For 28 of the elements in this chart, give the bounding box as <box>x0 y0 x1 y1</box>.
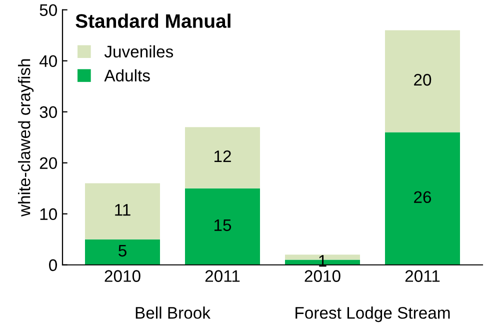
x-tick-label: 2011 <box>405 270 440 282</box>
data-label: 12 <box>214 150 231 162</box>
y-tick-label: 0 <box>49 259 57 272</box>
y-tick-label: 10 <box>40 208 57 220</box>
x-tick-label: 2011 <box>205 270 240 282</box>
text: Forest Lodge Stream <box>296 306 450 322</box>
y-tick-label: 50 <box>40 4 57 16</box>
bar <box>385 30 460 132</box>
x-tick-label: 2010 <box>304 270 340 282</box>
data-label: 26 <box>414 191 432 204</box>
data-label: 20 <box>414 74 432 86</box>
bar <box>185 188 260 265</box>
data-label: 5 <box>118 244 126 257</box>
y-tick-label: 30 <box>40 106 57 118</box>
y-axis-title: white-clawed crayfish <box>18 59 34 217</box>
text: Bell Brook <box>136 306 211 319</box>
bar <box>185 127 260 188</box>
x-tick-label: 2010 <box>104 270 140 282</box>
y-tick-label: 40 <box>39 55 57 68</box>
chart-title: Standard Manual <box>76 14 230 28</box>
y-tick-label: 20 <box>40 157 57 170</box>
legend-label: Adults <box>104 69 150 82</box>
legend-label: Juveniles <box>104 45 174 58</box>
bar <box>385 132 460 265</box>
data-label: 11 <box>115 204 130 216</box>
data-label: 15 <box>214 219 232 232</box>
bar <box>85 183 160 240</box>
bar <box>85 239 160 265</box>
